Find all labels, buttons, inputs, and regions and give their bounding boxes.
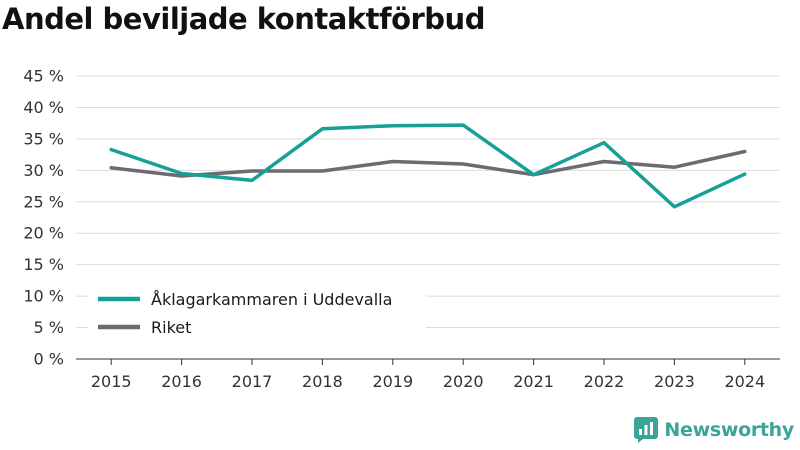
y-tick-label: 5 % (34, 318, 64, 337)
legend-label: Riket (151, 318, 191, 337)
x-tick-label: 2023 (654, 372, 695, 391)
data-point (320, 127, 324, 131)
y-tick-label: 30 % (23, 161, 64, 180)
data-point (532, 173, 536, 177)
x-tick-label: 2020 (443, 372, 484, 391)
data-point (461, 123, 465, 127)
data-point (250, 178, 254, 182)
data-point (320, 169, 324, 173)
chart-title: Andel beviljade kontaktförbud (2, 2, 485, 36)
series-lines (109, 123, 747, 209)
data-point (109, 166, 113, 170)
data-point (743, 172, 747, 176)
y-tick-label: 35 % (23, 129, 64, 148)
y-tick-label: 40 % (23, 98, 64, 117)
series-line (109, 149, 747, 178)
y-tick-label: 0 % (34, 350, 64, 369)
y-tick-label: 10 % (23, 287, 64, 306)
newsworthy-logo-icon (634, 417, 659, 443)
brand-name: Newsworthy (664, 419, 794, 441)
x-tick-label: 2018 (302, 372, 343, 391)
x-tick-label: 2021 (513, 372, 554, 391)
y-axis-ticks: 0 % 5 % 10 % 15 % 20 % 25 % 30 % 35 % 40 % 45 % (23, 67, 64, 369)
y-tick-label: 25 % (23, 192, 64, 211)
data-point (180, 171, 184, 175)
legend-background (88, 284, 426, 342)
y-tick-label: 20 % (23, 224, 64, 243)
x-tick-label: 2019 (372, 372, 413, 391)
x-tick-label: 2022 (584, 372, 625, 391)
data-point (602, 160, 606, 164)
data-point (461, 162, 465, 166)
x-tick-label: 2024 (724, 372, 765, 391)
data-point (391, 160, 395, 164)
legend-label: Åklagarkammaren i Uddevalla (151, 290, 392, 309)
x-tick-label: 2015 (91, 372, 132, 391)
brand-logo: Newsworthy (634, 417, 794, 443)
data-point (109, 148, 113, 152)
data-point (672, 165, 676, 169)
legend: Åklagarkammaren i Uddevalla Riket (88, 284, 426, 342)
series-line (109, 123, 747, 209)
data-point (672, 205, 676, 209)
x-tick-label: 2016 (161, 372, 202, 391)
x-axis: 2015 2016 2017 2018 2019 2020 2021 2022 2023 2024 (76, 358, 780, 391)
y-tick-label: 45 % (23, 67, 64, 86)
y-tick-label: 15 % (23, 255, 64, 274)
data-point (602, 141, 606, 145)
data-point (743, 149, 747, 153)
x-tick-label: 2017 (232, 372, 273, 391)
data-point (250, 169, 254, 173)
data-point (391, 124, 395, 128)
